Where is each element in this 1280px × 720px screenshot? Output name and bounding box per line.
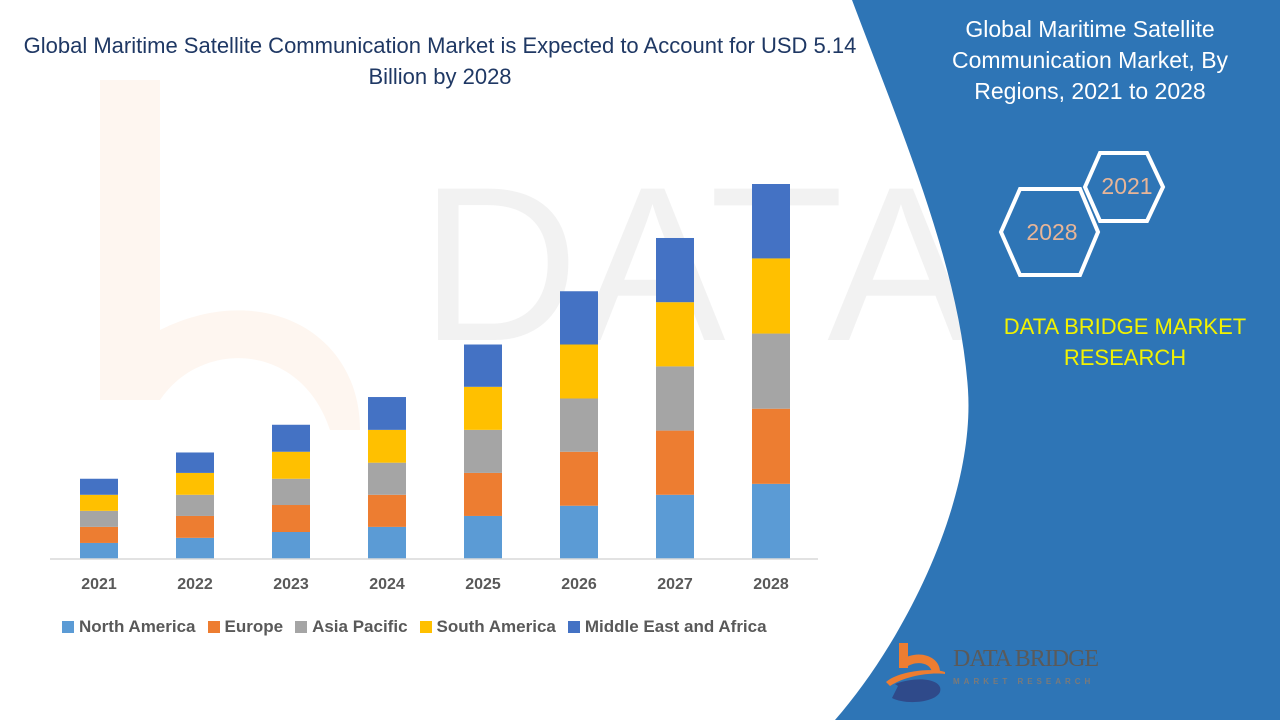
x-tick-label: 2024 bbox=[369, 576, 405, 593]
legend-item: North America bbox=[62, 617, 196, 637]
bar-segment-2025-south-america bbox=[464, 386, 502, 430]
bar-segment-2024-north-america bbox=[368, 526, 406, 559]
bar-segment-2021-south-america bbox=[80, 494, 118, 511]
legend-swatch bbox=[62, 621, 74, 633]
legend-label: North America bbox=[79, 617, 196, 636]
bar-segment-2023-europe bbox=[272, 505, 310, 533]
hexagon-2028 bbox=[998, 187, 1101, 277]
bar-segment-2026-asia-pacific bbox=[560, 398, 598, 452]
bar-segment-2023-asia-pacific bbox=[272, 478, 310, 506]
logo-name: DATA BRIDGE bbox=[953, 646, 1099, 672]
legend-item: Europe bbox=[207, 617, 284, 637]
bar-segment-2025-europe bbox=[464, 472, 502, 516]
chart-title: Global Maritime Satellite Communication … bbox=[23, 33, 857, 89]
legend-swatch bbox=[419, 621, 432, 633]
bar-segment-2023-north-america bbox=[272, 532, 310, 559]
side-panel-title: Global Maritime Satellite Communication … bbox=[951, 16, 1229, 104]
bar-segment-2028-middle-east-and-africa bbox=[752, 184, 790, 259]
bar-segment-2026-europe bbox=[560, 451, 598, 506]
bar-segment-2026-middle-east-and-africa bbox=[560, 291, 598, 345]
bar-segment-2022-north-america bbox=[176, 537, 214, 559]
bar-segment-2021-middle-east-and-africa bbox=[80, 478, 118, 495]
x-tick-label: 2023 bbox=[273, 576, 309, 593]
legend-label: Europe bbox=[224, 617, 284, 636]
bar-segment-2023-middle-east-and-africa bbox=[272, 424, 310, 452]
bar-segment-2027-europe bbox=[656, 430, 694, 495]
bar-segment-2028-north-america bbox=[752, 483, 790, 559]
side-panel bbox=[835, 0, 1280, 720]
bar-segment-2026-north-america bbox=[560, 505, 598, 559]
logo-subtitle: MARKET RESEARCH bbox=[953, 677, 1095, 686]
bar-segment-2025-north-america bbox=[464, 515, 502, 559]
hex-start-year: 2021 bbox=[1101, 173, 1153, 199]
chart bbox=[80, 184, 790, 559]
legend-item: Middle East and Africa bbox=[567, 617, 767, 637]
bar-segment-2028-south-america bbox=[752, 258, 790, 334]
bar-segment-2021-north-america bbox=[80, 542, 118, 559]
bar-segment-2021-asia-pacific bbox=[80, 510, 118, 527]
x-tick-label: 2021 bbox=[81, 576, 117, 593]
bar-segment-2026-south-america bbox=[560, 344, 598, 399]
bar-segment-2024-asia-pacific bbox=[368, 462, 406, 495]
bar-segment-2024-south-america bbox=[368, 429, 406, 463]
legend-swatch bbox=[295, 621, 308, 633]
legend-item: Asia Pacific bbox=[295, 617, 408, 637]
legend-label: Middle East and Africa bbox=[584, 617, 767, 636]
hex-end-year: 2028 bbox=[1026, 219, 1078, 245]
bar-segment-2028-asia-pacific bbox=[752, 333, 790, 409]
brand-text: DATA BRIDGE MARKET RESEARCH bbox=[1003, 314, 1247, 370]
legend-label: Asia Pacific bbox=[312, 617, 408, 636]
bar-segment-2023-south-america bbox=[272, 451, 310, 479]
bar-segment-2022-middle-east-and-africa bbox=[176, 452, 214, 473]
bar-segment-2025-middle-east-and-africa bbox=[464, 344, 502, 387]
legend: North America Europe Asia Pacific South Ame… bbox=[62, 617, 767, 637]
bar-segment-2022-south-america bbox=[176, 472, 214, 495]
x-tick-label: 2025 bbox=[465, 576, 501, 593]
legend-item: South America bbox=[419, 617, 556, 637]
bar-segment-2024-middle-east-and-africa bbox=[368, 397, 406, 430]
bar-segment-2025-asia-pacific bbox=[464, 429, 502, 473]
bar-segment-2021-europe bbox=[80, 526, 118, 543]
bar-segment-2027-south-america bbox=[656, 302, 694, 367]
legend-label: South America bbox=[436, 617, 556, 636]
bar-segment-2027-middle-east-and-africa bbox=[656, 237, 694, 303]
bar-segment-2024-europe bbox=[368, 494, 406, 527]
bar-segment-2022-asia-pacific bbox=[176, 494, 214, 516]
x-tick-label: 2027 bbox=[657, 576, 693, 593]
x-tick-label: 2022 bbox=[177, 576, 213, 593]
hexagon-2021 bbox=[1082, 151, 1166, 223]
legend-swatch bbox=[207, 621, 220, 633]
bar-segment-2027-north-america bbox=[656, 494, 694, 559]
bar-segment-2028-europe bbox=[752, 408, 790, 484]
bar-segment-2022-europe bbox=[176, 515, 214, 538]
logo-icon bbox=[886, 643, 945, 703]
bar-segment-2027-asia-pacific bbox=[656, 366, 694, 431]
x-tick-label: 2028 bbox=[753, 576, 789, 593]
legend-swatch bbox=[567, 621, 580, 633]
x-tick-label: 2026 bbox=[561, 576, 597, 593]
